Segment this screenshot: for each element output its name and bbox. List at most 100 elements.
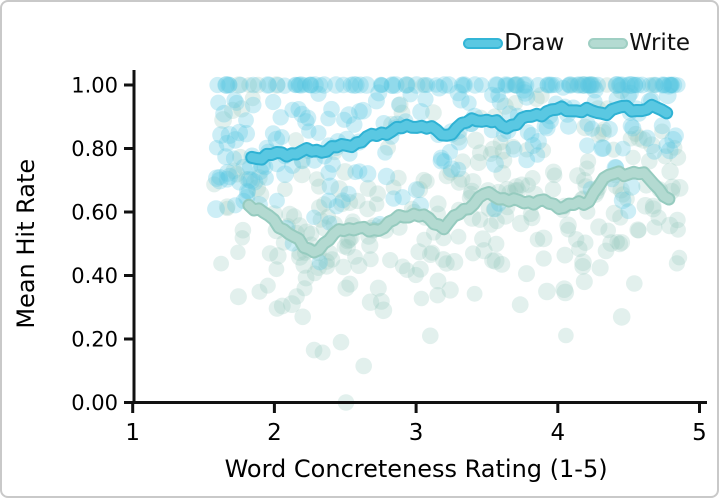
scatter-point-draw [646, 76, 664, 94]
scatter-point-write [485, 201, 502, 218]
scatter-point-draw [306, 76, 324, 94]
scatter-point-draw [515, 81, 533, 99]
scatter-point-write [599, 77, 615, 93]
scatter-point-draw [508, 76, 526, 94]
scatter-point-draw [323, 100, 340, 118]
scatter-point-draw [646, 143, 663, 160]
scatter-point-write [228, 165, 246, 183]
scatter-point-write [580, 153, 597, 170]
scatter-point-draw [417, 76, 434, 94]
scatter-point-write [407, 266, 424, 284]
scatter-point-write [535, 142, 552, 159]
scatter-point-draw [210, 171, 229, 190]
scatter-point-draw [607, 76, 626, 94]
scatter-point-draw [653, 117, 671, 135]
scatter-point-write [590, 218, 608, 236]
scatter-point-write [312, 211, 329, 228]
scatter-point-draw [456, 77, 472, 93]
scatter-point-write [574, 258, 592, 275]
scatter-point-draw [272, 109, 289, 126]
scatter-point-write [219, 200, 235, 217]
scatter-point-draw [452, 91, 470, 109]
scatter-point-draw [432, 152, 450, 170]
scatter-point-draw [453, 76, 471, 94]
scatter-point-draw [622, 84, 639, 102]
scatter-point-write [454, 153, 472, 170]
scatter-point-write [390, 169, 407, 187]
scatter-point-draw [394, 189, 411, 206]
scatter-point-draw [620, 203, 637, 220]
scatter-point-write [634, 131, 653, 149]
scatter-point-draw [547, 76, 564, 94]
scatter-point-draw [486, 155, 504, 173]
scatter-point-write [488, 235, 505, 253]
scatter-point-write [670, 179, 689, 197]
x-tick-label: 2 [267, 420, 282, 446]
scatter-point-write [534, 229, 553, 248]
scatter-point-write [612, 308, 631, 326]
scatter-point-write [382, 252, 399, 269]
scatter-point-write [361, 293, 380, 311]
scatter-point-draw [619, 76, 636, 94]
scatter-point-draw [311, 254, 328, 271]
scatter-point-write [671, 249, 688, 266]
scatter-point-write [574, 253, 592, 272]
scatter-point-draw [611, 76, 629, 94]
x-tick-label: 5 [692, 420, 707, 446]
scatter-point-write [323, 251, 341, 268]
scatter-point-write [576, 118, 594, 137]
scatter-point-write [333, 194, 351, 213]
scatter-point-draw [497, 76, 515, 94]
scatter-point-write [559, 216, 577, 234]
scatter-point-write [230, 244, 246, 260]
scatter-point-draw [402, 86, 419, 103]
scatter-point-draw [562, 76, 579, 94]
scatter-point-write [422, 327, 439, 345]
scatter-point-draw [412, 103, 430, 121]
scatter-point-write [484, 252, 501, 269]
scatter-point-write [627, 125, 644, 142]
scatter-point-draw [310, 85, 327, 102]
scatter-point-draw [613, 191, 632, 210]
scatter-point-draw [342, 76, 360, 94]
scatter-point-write [512, 214, 530, 233]
scatter-point-draw [654, 76, 672, 94]
scatter-point-write [493, 256, 511, 273]
scatter-point-draw [664, 131, 682, 149]
scatter-point-write [613, 234, 631, 251]
scatter-point-draw [530, 77, 547, 93]
scatter-point-write [646, 219, 663, 236]
scatter-point-draw [648, 77, 664, 93]
scatter-point-write [520, 177, 536, 193]
scatter-point-write [643, 136, 661, 154]
scatter-point-write [391, 96, 409, 113]
scatter-point-draw [328, 198, 345, 215]
scatter-point-write [225, 162, 243, 180]
legend: Draw Write [463, 30, 690, 56]
scatter-point-write [591, 259, 609, 277]
scatter-point-draw [435, 76, 453, 94]
scatter-point-write [519, 142, 535, 158]
scatter-point-write [605, 204, 624, 223]
scatter-point-draw [324, 156, 341, 173]
scatter-point-draw [218, 134, 236, 152]
scatter-point-draw [218, 164, 237, 182]
scatter-point-write [597, 242, 615, 260]
scatter-point-draw [507, 76, 525, 94]
scatter-point-draw [593, 139, 611, 157]
scatter-point-write [612, 181, 630, 199]
scatter-point-write [349, 192, 366, 210]
scatter-point-write [303, 225, 320, 242]
scatter-point-draw [519, 124, 536, 141]
scatter-point-draw [287, 76, 304, 94]
scatter-point-draw [659, 86, 677, 105]
scatter-point-draw [581, 76, 599, 94]
scatter-point-write [335, 258, 352, 276]
scatter-point-write [494, 143, 512, 160]
scatter-point-draw [347, 76, 365, 94]
scatter-point-draw [442, 160, 461, 178]
scatter-point-draw [220, 76, 238, 94]
scatter-point-draw [354, 101, 372, 120]
scatter-point-write [359, 179, 377, 197]
scatter-point-draw [523, 127, 540, 143]
